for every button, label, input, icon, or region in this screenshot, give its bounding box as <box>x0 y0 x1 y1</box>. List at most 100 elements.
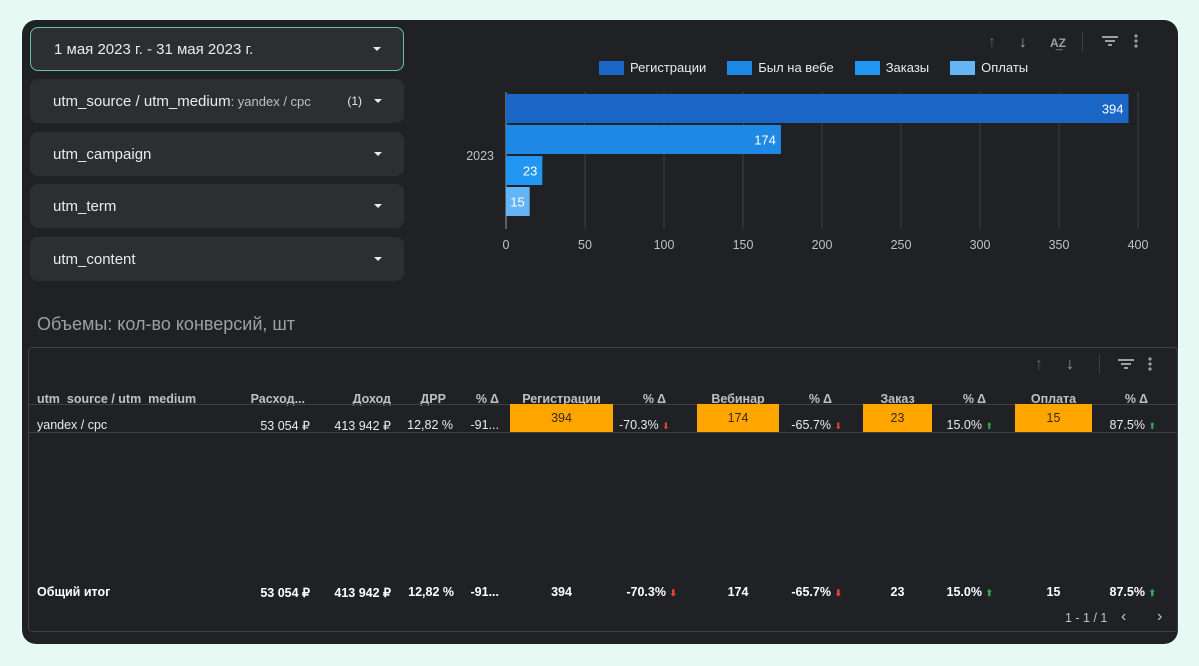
column-header[interactable]: % Δ <box>808 392 832 406</box>
total-spend: 53 054 ₽ <box>260 586 310 600</box>
column-header[interactable]: % Δ <box>475 392 499 406</box>
bar <box>506 187 530 216</box>
chevron-down-icon <box>374 99 382 103</box>
legend-item[interactable]: Оплаты <box>950 60 1028 75</box>
divider <box>1099 354 1100 374</box>
legend-label: Был на вебе <box>758 60 834 75</box>
chevron-right-icon[interactable]: › <box>1157 608 1163 625</box>
total-label: Общий итог <box>37 585 111 599</box>
filter-value: : yandex / cpc <box>230 93 311 109</box>
more-vert-icon[interactable] <box>1148 357 1152 375</box>
chart-legend: Регистрации Был на вебе Заказы Оплаты <box>599 60 1049 75</box>
row-delta: 15.0% ⬆ <box>946 418 993 432</box>
row-delta: -70.3% ⬇ <box>619 418 670 432</box>
dashboard-frame: 1 мая 2023 г. - 31 мая 2023 г. utm_sourc… <box>22 20 1178 644</box>
total-delta: -91... <box>470 585 500 599</box>
column-header[interactable]: utm_source / utm_medium <box>37 392 197 406</box>
column-header[interactable]: Доход <box>352 392 391 406</box>
total-drr: 12,82 % <box>408 585 454 599</box>
arrow-down-icon[interactable]: ↓ <box>1019 34 1027 51</box>
bar <box>506 156 543 185</box>
row-delta: -65.7% ⬇ <box>791 418 842 432</box>
tick-label: 100 <box>654 238 675 252</box>
utm-content-filter[interactable]: utm_content <box>30 237 404 281</box>
arrow-down-icon: ⬇ <box>662 421 670 431</box>
data-table: ↑ ↓ utm_source / utm_medium Расход... До… <box>28 347 1178 632</box>
arrow-up-icon: ⬆ <box>985 421 993 431</box>
total-orders: 23 <box>890 585 905 599</box>
more-vert-icon[interactable] <box>1134 34 1138 52</box>
arrow-up-icon: ⬆ <box>985 588 993 598</box>
arrow-down-icon[interactable]: ↓ <box>1066 356 1074 373</box>
column-header[interactable]: Регистрации <box>522 392 601 406</box>
filter-icon[interactable] <box>1118 357 1134 375</box>
data-label: 15 <box>510 195 524 210</box>
tick-label: 50 <box>578 238 592 252</box>
arrow-up-icon[interactable]: ↑ <box>988 34 996 51</box>
filter-label: utm_content <box>53 250 136 268</box>
chevron-down-icon <box>374 204 382 208</box>
bar <box>506 125 781 154</box>
utm-source-medium-filter[interactable]: utm_source / utm_medium: yandex / cpc (1… <box>30 79 404 123</box>
column-header[interactable]: % Δ <box>642 392 666 406</box>
highlight-cell: 23 <box>863 404 932 432</box>
legend-label: Заказы <box>885 60 930 75</box>
highlight-cell: 174 <box>697 404 779 432</box>
column-header[interactable]: Расход... <box>250 392 305 406</box>
bar-chart: 0 50 100 150 200 250 300 350 400 2023 394 174 23 15 <box>466 92 1149 252</box>
total-revenue: 413 942 ₽ <box>334 586 391 600</box>
row-revenue: 413 942 ₽ <box>334 419 391 433</box>
tick-label: 150 <box>733 238 754 252</box>
column-header[interactable]: Оплата <box>1030 392 1077 406</box>
row-delta: -91... <box>470 418 500 432</box>
bar <box>506 94 1129 123</box>
column-header[interactable]: % Δ <box>1124 392 1148 406</box>
tick-label: 400 <box>1128 238 1149 252</box>
row-spend: 53 054 ₽ <box>260 419 310 433</box>
arrow-down-icon: ⬇ <box>834 421 842 431</box>
sort-az-icon[interactable]: A͢Z <box>1050 36 1066 50</box>
category-label: 2023 <box>466 149 494 163</box>
column-header[interactable]: % Δ <box>962 392 986 406</box>
legend-item[interactable]: Регистрации <box>599 60 706 75</box>
total-delta: -70.3% ⬇ <box>626 585 677 599</box>
date-range-picker[interactable]: 1 мая 2023 г. - 31 мая 2023 г. <box>30 27 404 71</box>
column-header[interactable]: Вебинар <box>711 392 765 406</box>
filter-count: (1) <box>347 94 362 108</box>
total-delta: 15.0% ⬆ <box>946 585 993 599</box>
column-header[interactable]: Заказ <box>880 392 915 406</box>
legend-item[interactable]: Заказы <box>854 60 930 75</box>
arrow-up-icon[interactable]: ↑ <box>1035 356 1043 373</box>
section-title: Объемы: кол-во конверсий, шт <box>37 314 296 334</box>
total-delta: -65.7% ⬇ <box>791 585 842 599</box>
tick-label: 0 <box>503 238 510 252</box>
date-range-label: 1 мая 2023 г. - 31 мая 2023 г. <box>54 40 254 58</box>
filter-icon[interactable] <box>1102 34 1118 52</box>
pagination-label: 1 - 1 / 1 <box>1065 611 1108 625</box>
tick-label: 350 <box>1049 238 1070 252</box>
divider <box>1082 32 1083 52</box>
arrow-down-icon: ⬇ <box>834 588 842 598</box>
arrow-down-icon: ⬇ <box>669 588 677 598</box>
data-label: 174 <box>754 133 776 148</box>
data-label: 23 <box>523 164 537 179</box>
legend-swatch <box>854 60 880 75</box>
column-header[interactable]: ДРР <box>420 392 446 406</box>
row-drr: 12,82 % <box>407 418 453 432</box>
chevron-left-icon[interactable]: ‹ <box>1121 608 1127 625</box>
legend-item[interactable]: Был на вебе <box>727 60 834 75</box>
total-payments: 15 <box>1046 585 1061 599</box>
filter-label: utm_term <box>53 197 117 215</box>
utm-term-filter[interactable]: utm_term <box>30 184 404 228</box>
arrow-up-icon: ⬆ <box>1148 588 1156 598</box>
total-registrations: 394 <box>551 585 572 599</box>
chevron-down-icon <box>374 257 382 261</box>
filter-label: utm_source / utm_medium <box>53 92 231 110</box>
row-delta: 87.5% ⬆ <box>1109 418 1156 432</box>
chevron-down-icon <box>373 47 381 51</box>
legend-label: Оплаты <box>981 60 1029 75</box>
tick-label: 200 <box>812 238 833 252</box>
highlight-cell: 15 <box>1015 404 1092 432</box>
utm-campaign-filter[interactable]: utm_campaign <box>30 132 404 176</box>
filter-label: utm_campaign <box>53 145 152 163</box>
